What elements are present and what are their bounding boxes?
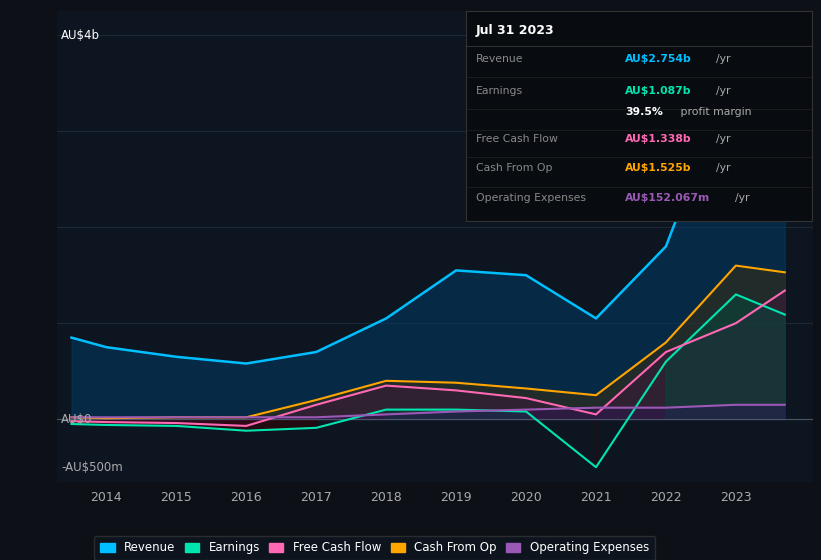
Text: AU$152.067m: AU$152.067m [625,193,710,203]
Text: Cash From Op: Cash From Op [476,164,553,174]
Text: /yr: /yr [716,164,730,174]
Text: AU$1.087b: AU$1.087b [625,86,691,96]
Text: -AU$500m: -AU$500m [61,461,122,474]
Text: /yr: /yr [735,193,750,203]
Text: /yr: /yr [716,86,730,96]
Text: /yr: /yr [716,134,730,144]
Text: Jul 31 2023: Jul 31 2023 [476,24,554,37]
Legend: Revenue, Earnings, Free Cash Flow, Cash From Op, Operating Expenses: Revenue, Earnings, Free Cash Flow, Cash … [94,535,655,560]
Text: AU$1.338b: AU$1.338b [625,134,691,144]
Text: Operating Expenses: Operating Expenses [476,193,586,203]
Text: /yr: /yr [716,54,730,64]
Text: profit margin: profit margin [677,107,751,116]
Text: Earnings: Earnings [476,86,523,96]
Text: Revenue: Revenue [476,54,524,64]
Text: AU$0: AU$0 [61,413,92,426]
Text: Free Cash Flow: Free Cash Flow [476,134,557,144]
Text: AU$2.754b: AU$2.754b [625,54,691,64]
Text: 39.5%: 39.5% [625,107,663,116]
Text: AU$1.525b: AU$1.525b [625,164,691,174]
Text: AU$4b: AU$4b [61,29,100,41]
